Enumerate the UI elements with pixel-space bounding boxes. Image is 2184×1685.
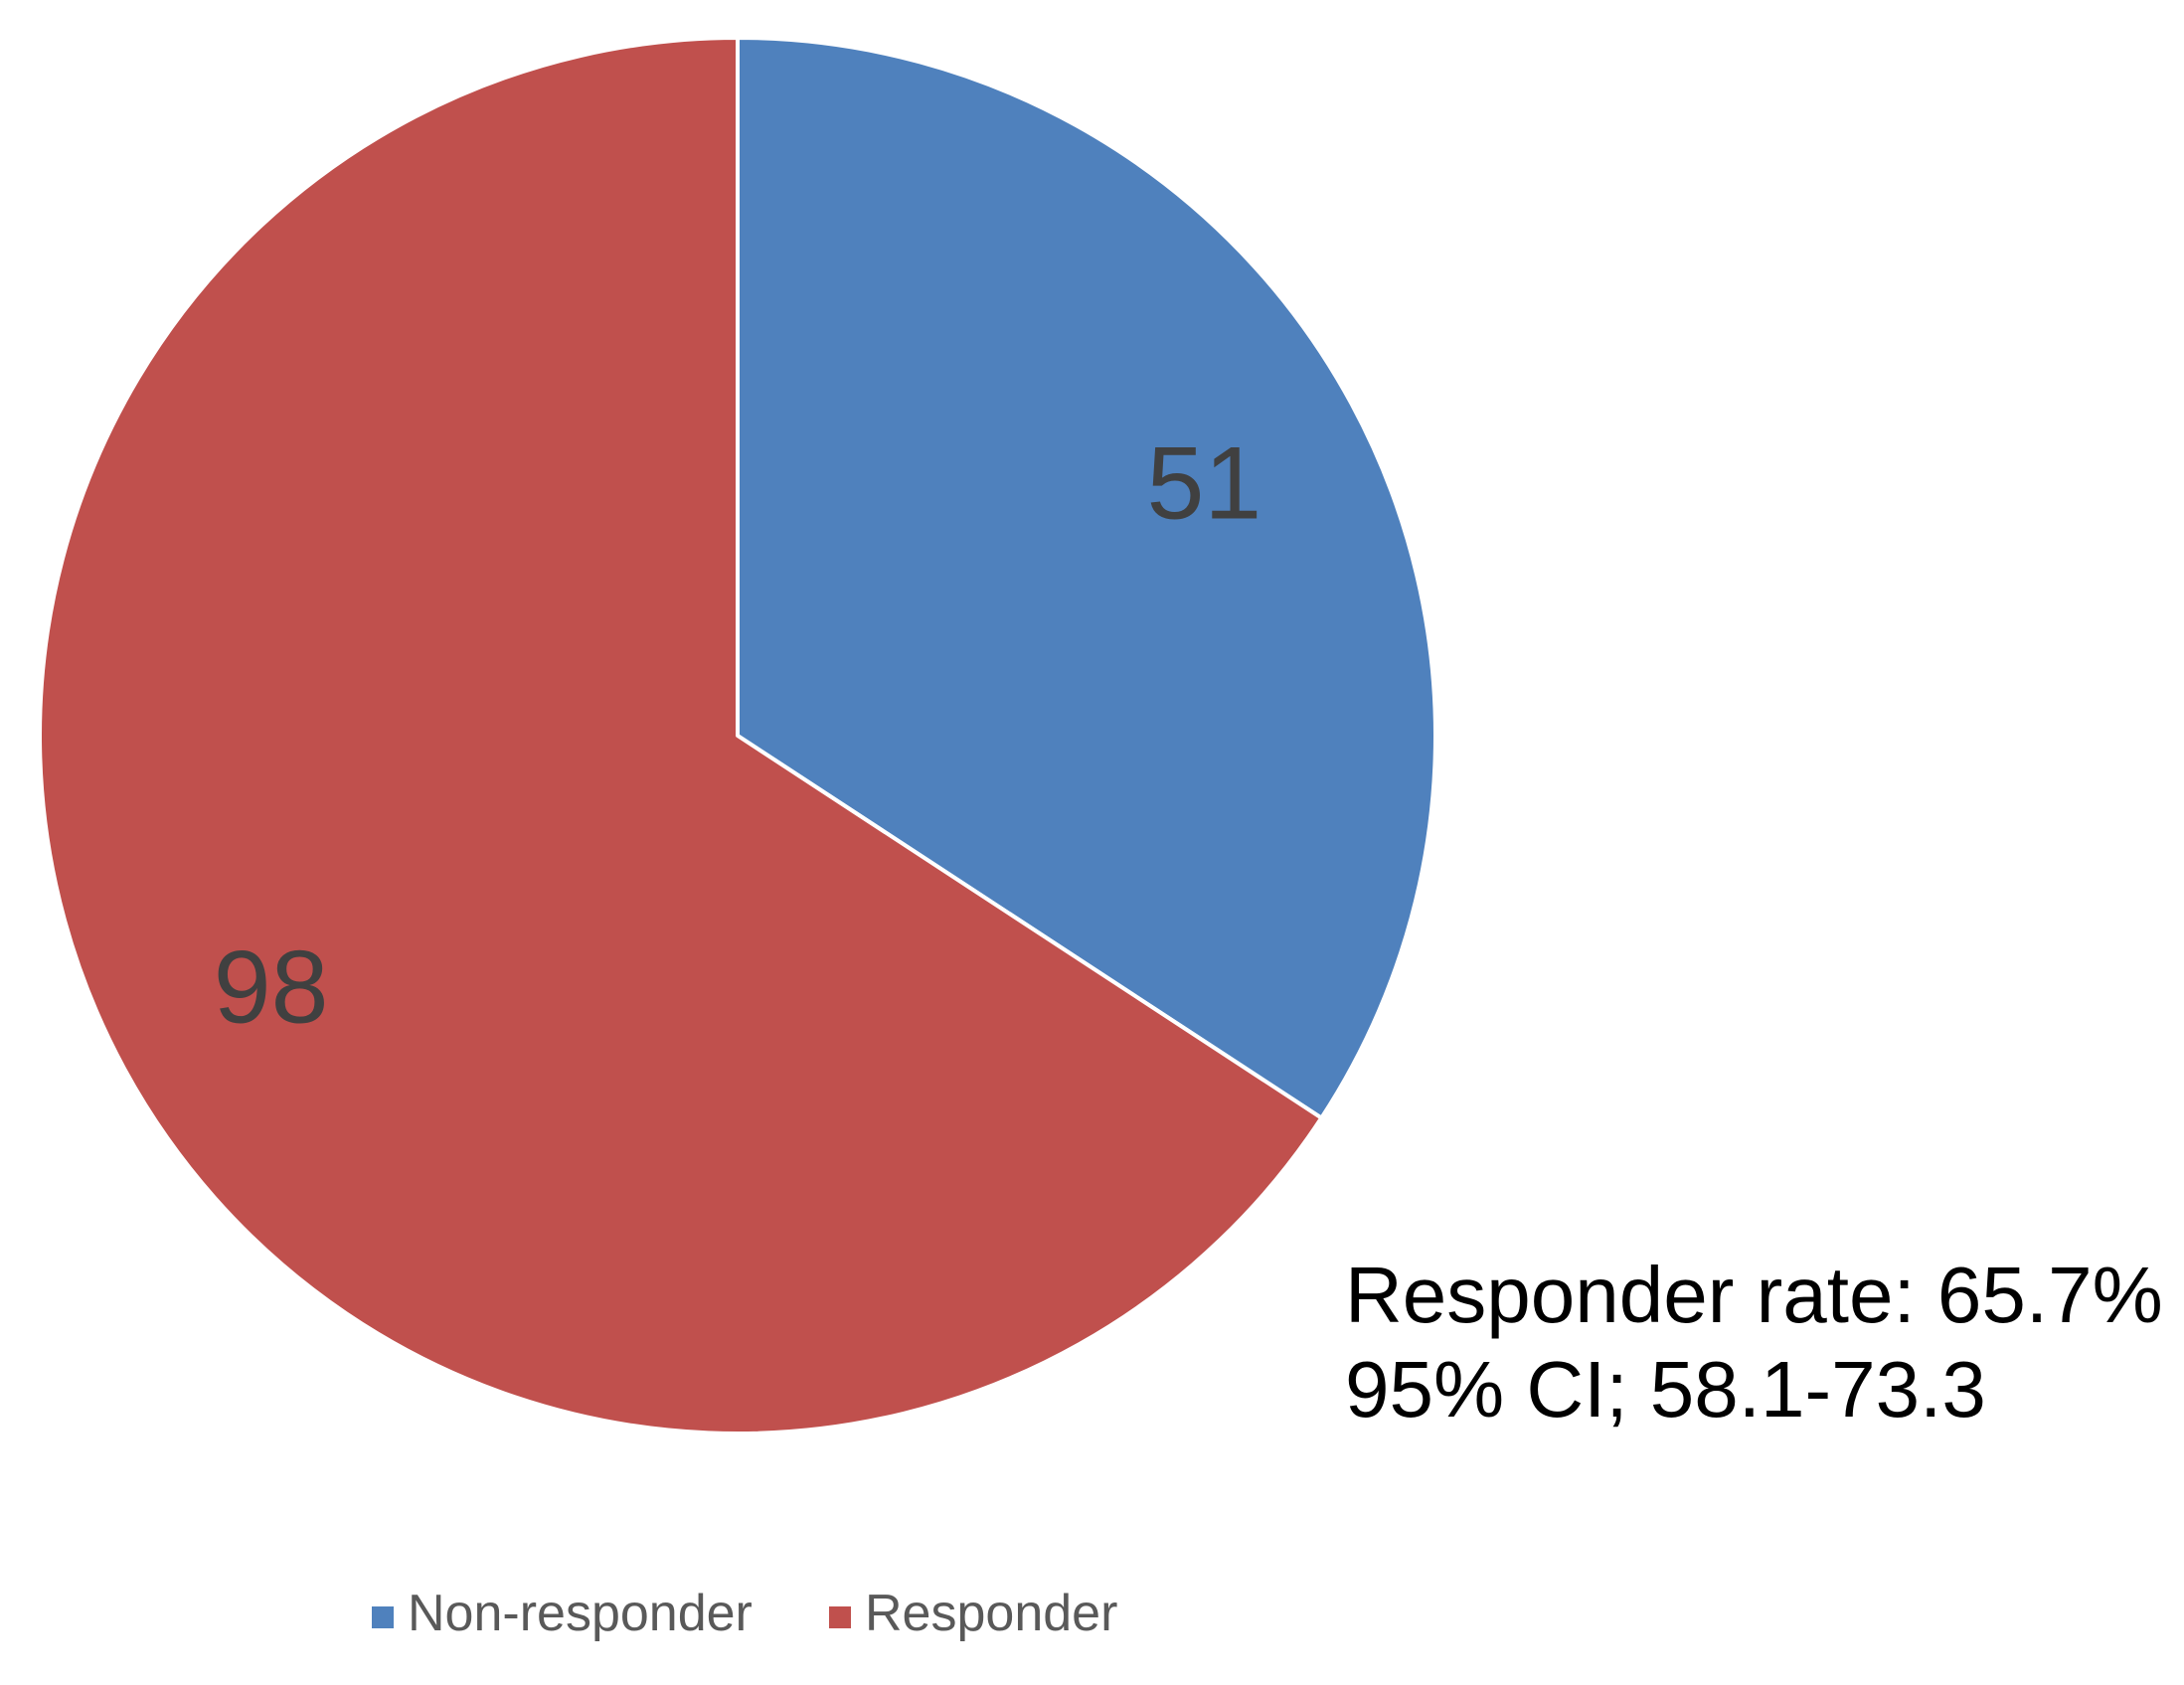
legend-swatch-responder bbox=[829, 1606, 851, 1628]
legend-label-responder: Responder bbox=[865, 1585, 1117, 1642]
legend-swatch-non-responder bbox=[372, 1606, 394, 1628]
legend: Non-responder Responder bbox=[372, 1585, 1117, 1642]
pie-slice-responder bbox=[38, 36, 1324, 1435]
annotation-confidence-interval: 95% CI; 58.1-73.3 bbox=[1345, 1345, 1986, 1433]
annotation: Responder rate: 65.7% 95% CI; 58.1-73.3 bbox=[1345, 1251, 2163, 1433]
annotation-responder-rate: Responder rate: 65.7% bbox=[1345, 1251, 2163, 1339]
pie-data-labels: 51 98 bbox=[214, 425, 1261, 1045]
data-label-responder: 98 bbox=[214, 930, 329, 1046]
pie-slices bbox=[38, 36, 1437, 1435]
legend-label-non-responder: Non-responder bbox=[408, 1585, 753, 1642]
data-label-non-responder: 51 bbox=[1147, 425, 1262, 541]
